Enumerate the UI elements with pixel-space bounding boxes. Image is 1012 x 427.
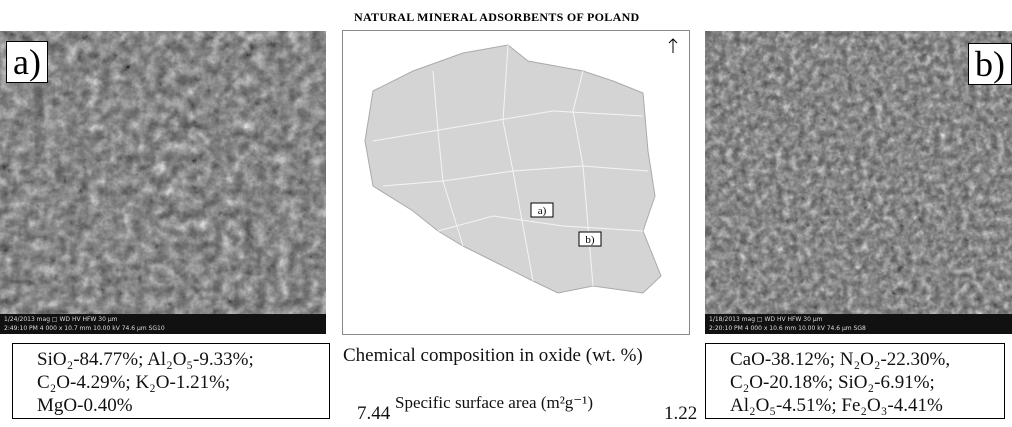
sem-image-a: a) 1/24/2013 mag □ WD HV HFW 30 µm 2:49:… [0,31,326,334]
composition-line: C₂O-4.29%; K₂O-1.21%; [37,371,329,394]
sem-info-bar: 1/18/2013 mag □ WD HV HFW 30 µm 2:20:10 … [705,314,1012,334]
map: a) b) [343,31,689,334]
info-line: 1/24/2013 mag □ WD HV HFW 30 µm [4,315,322,324]
panel-label: a) [6,41,48,83]
surface-value-b: 1.22 [664,403,697,425]
sem-texture [705,31,1012,334]
sem-image-b: b) 1/18/2013 mag □ WD HV HFW 30 µm 2:20:… [705,31,1012,334]
surface-value-a: 7.44 [357,403,390,425]
composition-box-a: SiO₂-84.77%; Al₂O₅-9.33%; C₂O-4.29%; K₂O… [12,343,330,419]
figure: NATURAL MINERAL ADSORBENTS OF POLAND a) … [0,0,1012,427]
north-arrow [669,39,677,53]
panel-label: b) [968,43,1012,85]
map-marker: b) [585,234,595,246]
map-marker: a) [538,205,547,217]
composition-caption: Chemical composition in oxide (wt. %) [343,345,643,367]
surface-caption: Specific surface area (m²g⁻¹) [395,393,593,413]
info-line: 2:20:10 PM 4 000 x 10.6 mm 10.00 kV 74.6… [709,324,1008,333]
sem-texture [0,31,326,334]
sem-info-bar: 1/24/2013 mag □ WD HV HFW 30 µm 2:49:10 … [0,314,326,334]
composition-line: SiO₂-84.77%; Al₂O₅-9.33%; [37,348,329,371]
composition-line: MgO-0.40% [37,394,329,417]
info-line: 1/18/2013 mag □ WD HV HFW 30 µm [709,315,1008,324]
info-line: 2:49:10 PM 4 000 x 10.7 mm 10.00 kV 74.6… [4,324,322,333]
composition-line: CaO-38.12%; N₂O₂-22.30%, [730,348,1004,371]
composition-line: C₂O-20.18%; SiO₂-6.91%; [730,371,1004,394]
figure-title: NATURAL MINERAL ADSORBENTS OF POLAND [354,10,640,25]
composition-box-b: CaO-38.12%; N₂O₂-22.30%, C₂O-20.18%; SiO… [705,343,1005,419]
composition-line: Al₂O₅-4.51%; Fe₂O₃-4.41% [730,394,1004,417]
map-frame: a) b) [342,30,690,335]
